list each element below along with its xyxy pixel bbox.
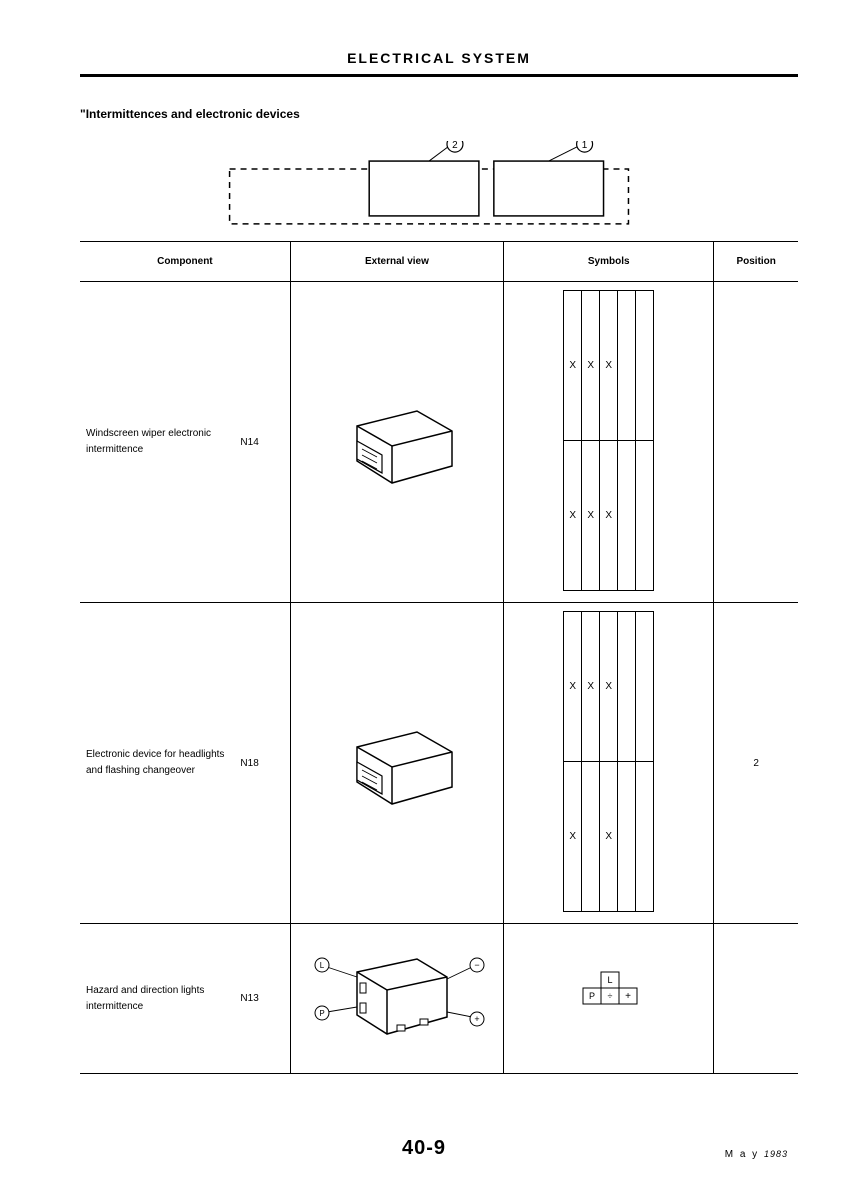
position-cell bbox=[714, 924, 798, 1074]
external-view-cell bbox=[290, 282, 503, 603]
section-title: "Intermittences and electronic devices bbox=[80, 107, 798, 121]
table-row: Windscreen wiper electronic intermittenc… bbox=[80, 282, 798, 603]
position-diagram: 2 1 bbox=[80, 141, 798, 231]
position-cell bbox=[714, 282, 798, 603]
footer-year: 1983 bbox=[764, 1149, 788, 1159]
component-code: N13 bbox=[229, 993, 259, 1004]
svg-text:L: L bbox=[320, 961, 325, 970]
th-position: Position bbox=[714, 242, 798, 282]
svg-text:L: L bbox=[607, 975, 612, 985]
component-code: N14 bbox=[229, 437, 259, 448]
callout-2-label: 2 bbox=[452, 141, 458, 151]
flasher-relay-icon: L P − + bbox=[302, 937, 492, 1057]
page-header-title: ELECTRICAL SYSTEM bbox=[80, 50, 798, 74]
component-label: Hazard and direction lights intermittenc… bbox=[86, 983, 226, 1015]
external-view-cell bbox=[290, 603, 503, 924]
page-footer: 40-9 bbox=[0, 1137, 848, 1160]
page-number: 40-9 bbox=[402, 1137, 446, 1159]
svg-text:÷: ÷ bbox=[607, 991, 612, 1001]
symbol-cell: L P ÷ + bbox=[504, 924, 714, 1074]
component-label: Electronic device for headlights and fla… bbox=[86, 747, 226, 779]
svg-text:+: + bbox=[625, 991, 631, 1002]
header-rule bbox=[80, 74, 798, 77]
svg-text:−: − bbox=[474, 960, 479, 970]
th-component: Component bbox=[80, 242, 290, 282]
table-row: Hazard and direction lights intermittenc… bbox=[80, 924, 798, 1074]
pin-grid-icon: XXX XX bbox=[563, 611, 654, 912]
footer-date: M a y 1983 bbox=[725, 1149, 788, 1160]
position-cell: 2 bbox=[714, 603, 798, 924]
symbol-cell: XXX XXX bbox=[504, 282, 714, 603]
component-code: N18 bbox=[229, 758, 259, 769]
th-symbols: Symbols bbox=[504, 242, 714, 282]
relay-box-icon bbox=[322, 712, 472, 812]
external-view-cell: L P − + bbox=[290, 924, 503, 1074]
th-external: External view bbox=[290, 242, 503, 282]
components-table: Component External view Symbols Position… bbox=[80, 241, 798, 1074]
relay-box-icon bbox=[322, 391, 472, 491]
symbol-cell: XXX XX bbox=[504, 603, 714, 924]
svg-text:P: P bbox=[589, 991, 595, 1001]
svg-text:+: + bbox=[474, 1014, 479, 1024]
component-label: Windscreen wiper electronic intermittenc… bbox=[86, 426, 226, 458]
callout-1-label: 1 bbox=[582, 141, 588, 151]
svg-text:P: P bbox=[319, 1009, 324, 1018]
pin-grid-icon: XXX XXX bbox=[563, 290, 654, 591]
footer-month: M a y bbox=[725, 1149, 759, 1160]
cross-pinout-icon: L P ÷ + bbox=[569, 967, 649, 1027]
table-row: Electronic device for headlights and fla… bbox=[80, 603, 798, 924]
